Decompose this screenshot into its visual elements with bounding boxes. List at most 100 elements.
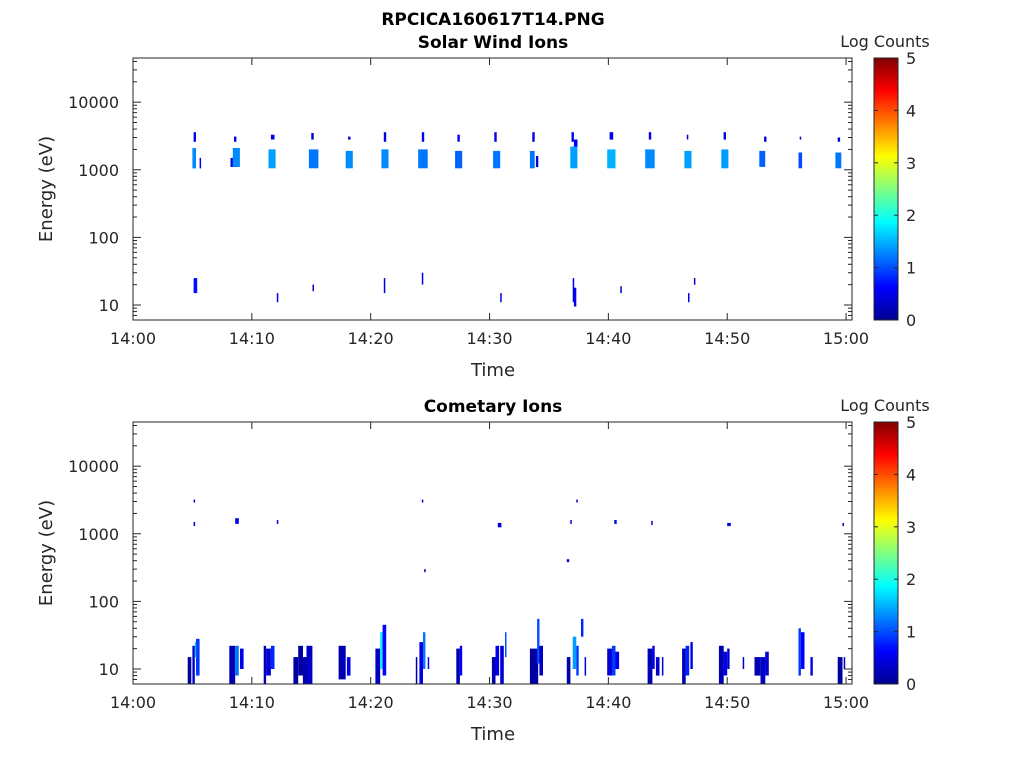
solar-wind-x-tick-label: 14:20 xyxy=(348,329,394,348)
solar-wind-heatmap-cell xyxy=(457,134,460,142)
solar-wind-heatmap-cell xyxy=(721,149,729,169)
solar-wind-colorbar-tick-label: 5 xyxy=(906,49,916,68)
solar-wind-heatmap-cell xyxy=(308,149,319,169)
solar-wind-heatmap-cell xyxy=(230,157,233,167)
cometary-colorbar-tick-label: 2 xyxy=(906,570,916,589)
solar-wind-heatmap-cell xyxy=(312,284,314,292)
solar-wind-heatmap-cell xyxy=(421,272,424,285)
solar-wind-heatmap-cell xyxy=(421,132,425,142)
cometary-heatmap-cell xyxy=(572,636,577,669)
solar-wind-heatmap-cell xyxy=(535,156,539,167)
cometary-heatmap-cell xyxy=(196,638,200,676)
solar-wind-heatmap-cell xyxy=(493,150,501,169)
cometary-heatmap-cell xyxy=(421,499,424,503)
cometary-heatmap-cell xyxy=(456,648,460,684)
cometary-heatmap-cell xyxy=(798,628,801,676)
cometary-heatmap-cell xyxy=(423,632,426,669)
cometary-heatmap-cell xyxy=(754,657,761,676)
cometary-colorbar-tick-label: 5 xyxy=(906,413,916,432)
cometary-colorbar: 0 1 2 3 4 5 xyxy=(873,413,916,694)
cometary-heatmap-cell xyxy=(270,645,275,669)
cometary-heatmap-cell xyxy=(581,618,584,637)
cometary-y-axis-label: Energy (eV) xyxy=(36,500,57,606)
solar-wind-colorbar-tick-label: 2 xyxy=(906,206,916,225)
solar-wind-heatmap-cell xyxy=(234,136,237,142)
cometary-heatmap-cell xyxy=(293,657,299,684)
cometary-heatmap-cell xyxy=(566,559,570,563)
cometary-heatmap-cell xyxy=(419,642,423,684)
solar-wind-heatmap-cell xyxy=(607,149,616,169)
cometary-heatmap-cell xyxy=(727,522,731,527)
solar-wind-heatmap-cell xyxy=(837,137,841,142)
cometary-heatmap-cell xyxy=(682,648,686,684)
solar-wind-heatmap-cell xyxy=(764,136,767,142)
cometary-heatmap-cell xyxy=(584,657,587,676)
solar-wind-heatmap-cell xyxy=(232,148,240,167)
solar-wind-colorbar-tick-label: 4 xyxy=(906,101,916,120)
cometary-colorbar-gradient xyxy=(873,421,899,685)
cometary-y-tick-label: 10000 xyxy=(68,457,119,476)
solar-wind-heatmap-cell xyxy=(686,134,689,140)
cometary-heatmap-cell xyxy=(459,645,463,676)
cometary-heatmap-cell xyxy=(266,648,271,676)
solar-wind-x-tick-label: 14:50 xyxy=(704,329,750,348)
cometary-x-tick-label: 14:00 xyxy=(110,693,156,712)
solar-wind-heatmap-cell xyxy=(684,150,692,169)
cometary-y-tick-label: 1000 xyxy=(78,525,119,544)
cometary-heatmap-cell xyxy=(505,632,507,658)
solar-wind-x-tick-label: 14:00 xyxy=(110,329,156,348)
solar-wind-heatmap-cell xyxy=(268,149,276,169)
solar-wind-heatmap-cell xyxy=(500,293,502,303)
solar-wind-colorbar: 0 1 2 3 4 5 xyxy=(873,49,916,330)
cometary-heatmap-cell xyxy=(615,651,620,669)
cometary-heatmap-cell xyxy=(614,520,617,524)
solar-wind-colorbar-gradient xyxy=(873,57,899,321)
solar-wind-heatmap-cell xyxy=(418,149,428,169)
cometary-heatmap-cell xyxy=(607,648,612,676)
cometary-panel: Cometary Ions 14:00 14:10 14:20 14:30 14:40 1… xyxy=(36,396,930,745)
cometary-heatmap-cell xyxy=(655,657,660,676)
cometary-heatmap-cell xyxy=(539,645,543,676)
cometary-heatmap-cell xyxy=(193,499,196,503)
solar-wind-heatmap-cell xyxy=(609,132,614,140)
cometary-panel-title: Cometary Ions xyxy=(424,397,563,417)
cometary-heatmap-cell xyxy=(570,520,572,524)
solar-wind-y-tick-label: 10000 xyxy=(68,93,119,112)
cometary-heatmap-cell xyxy=(338,645,346,680)
cometary-heatmap-cell xyxy=(194,642,197,658)
cometary-heatmap-cell xyxy=(576,645,579,676)
solar-wind-heatmap-cell xyxy=(571,132,574,142)
cometary-heatmap-cell xyxy=(843,657,846,669)
cometary-heatmap-cell xyxy=(718,645,724,684)
cometary-x-axis-label: Time xyxy=(470,724,515,745)
cometary-heatmap-cell xyxy=(760,657,766,684)
cometary-y-tick-label: 100 xyxy=(88,592,119,611)
cometary-heatmap-cell xyxy=(346,657,351,676)
solar-wind-heatmap-cell xyxy=(383,132,387,142)
cometary-heatmap-cell xyxy=(495,645,500,676)
cometary-x-tick-label: 14:30 xyxy=(466,693,512,712)
cometary-heatmap-cell xyxy=(765,651,769,676)
solar-wind-heatmap-cell xyxy=(835,152,842,169)
cometary-heatmap-cell xyxy=(537,618,540,664)
cometary-heatmap-cell xyxy=(611,645,616,676)
cometary-heatmap-cell xyxy=(685,645,690,676)
cometary-heatmap-cell xyxy=(380,632,383,669)
cometary-heatmap-cell xyxy=(240,648,244,669)
cometary-heatmap-cell xyxy=(651,520,653,525)
cometary-heatmap-cell xyxy=(652,645,655,669)
cometary-colorbar-tick-label: 1 xyxy=(906,623,916,642)
solar-wind-heatmap-cell xyxy=(799,136,802,140)
solar-wind-heatmap-cell xyxy=(494,132,497,142)
cometary-x-tick-label: 14:10 xyxy=(229,693,275,712)
solar-wind-plot-frame xyxy=(132,57,853,321)
solar-wind-y-axis-label: Energy (eV) xyxy=(36,136,57,242)
solar-wind-heatmap-cell xyxy=(348,136,351,140)
solar-wind-heatmap-cell xyxy=(573,139,578,147)
cometary-heatmap-cell xyxy=(415,657,418,684)
cometary-x-tick-label: 14:40 xyxy=(585,693,631,712)
cometary-heatmap-cell xyxy=(263,645,267,684)
cometary-heatmap-cell xyxy=(491,657,496,684)
solar-wind-colorbar-tick-label: 1 xyxy=(906,259,916,278)
cometary-x-tick-label: 14:20 xyxy=(348,693,394,712)
